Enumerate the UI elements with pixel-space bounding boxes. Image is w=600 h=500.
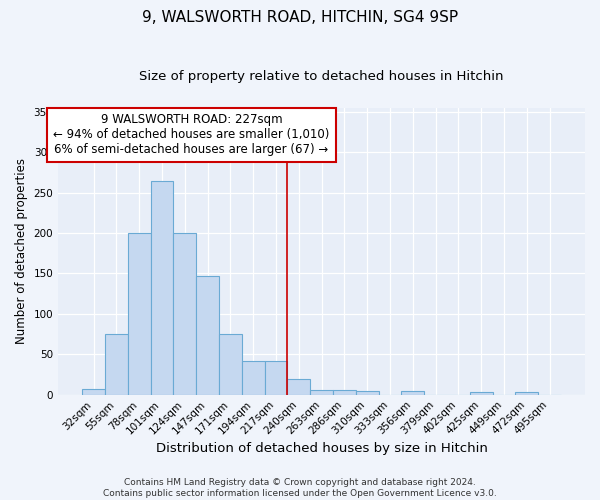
Bar: [82, 389, 105, 394]
Bar: [470, 392, 493, 394]
Text: 9 WALSWORTH ROAD: 227sqm
← 94% of detached houses are smaller (1,010)
6% of semi: 9 WALSWORTH ROAD: 227sqm ← 94% of detach…: [53, 114, 330, 156]
Bar: [265, 361, 287, 394]
Bar: [401, 392, 424, 394]
Bar: [219, 334, 242, 394]
Bar: [515, 392, 538, 394]
Bar: [128, 233, 151, 394]
Bar: [242, 361, 265, 394]
Text: 9, WALSWORTH ROAD, HITCHIN, SG4 9SP: 9, WALSWORTH ROAD, HITCHIN, SG4 9SP: [142, 10, 458, 25]
Bar: [287, 378, 310, 394]
Bar: [356, 392, 379, 394]
X-axis label: Distribution of detached houses by size in Hitchin: Distribution of detached houses by size …: [155, 442, 488, 455]
Bar: [310, 390, 333, 394]
Bar: [173, 233, 196, 394]
Bar: [105, 334, 128, 394]
Y-axis label: Number of detached properties: Number of detached properties: [15, 158, 28, 344]
Bar: [333, 390, 356, 394]
Bar: [196, 276, 219, 394]
Title: Size of property relative to detached houses in Hitchin: Size of property relative to detached ho…: [139, 70, 504, 83]
Bar: [151, 180, 173, 394]
Text: Contains HM Land Registry data © Crown copyright and database right 2024.
Contai: Contains HM Land Registry data © Crown c…: [103, 478, 497, 498]
